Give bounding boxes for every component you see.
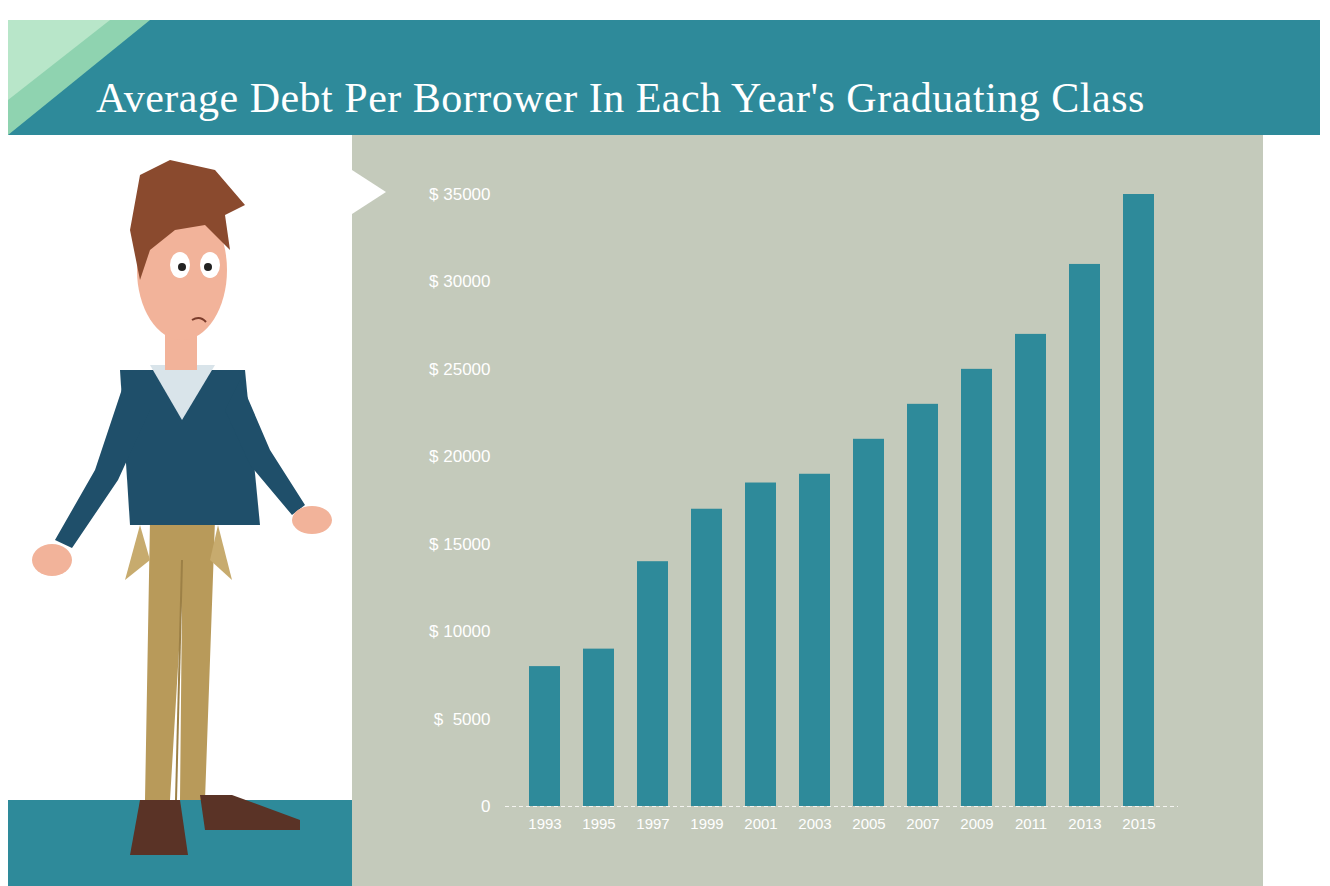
svg-text:2001: 2001 xyxy=(744,815,777,832)
svg-text:$ 20000: $ 20000 xyxy=(429,447,490,466)
svg-text:2003: 2003 xyxy=(798,815,831,832)
svg-text:2009: 2009 xyxy=(960,815,993,832)
svg-text:$ 25000: $ 25000 xyxy=(429,360,490,379)
svg-text:1995: 1995 xyxy=(582,815,615,832)
svg-text:$ 10000: $ 10000 xyxy=(429,622,490,641)
svg-text:2013: 2013 xyxy=(1068,815,1101,832)
svg-text:2007: 2007 xyxy=(906,815,939,832)
html-text:Average Debt Per Borrower In E: Average Debt Per Borrower In Each Year's… xyxy=(96,75,1145,121)
svg-text:$ 15000: $ 15000 xyxy=(429,535,490,554)
svg-text:$ 30000: $ 30000 xyxy=(429,272,490,291)
svg-text:1993: 1993 xyxy=(528,815,561,832)
svg-text:2015: 2015 xyxy=(1122,815,1155,832)
svg-text:$ 5000: $ 5000 xyxy=(434,710,491,729)
svg-text:$ 35000: $ 35000 xyxy=(429,185,490,204)
svg-text:2011: 2011 xyxy=(1015,815,1047,832)
svg-text:0: 0 xyxy=(481,797,490,816)
svg-text:1999: 1999 xyxy=(690,815,723,832)
svg-text:1997: 1997 xyxy=(636,815,669,832)
svg-text:2005: 2005 xyxy=(852,815,885,832)
